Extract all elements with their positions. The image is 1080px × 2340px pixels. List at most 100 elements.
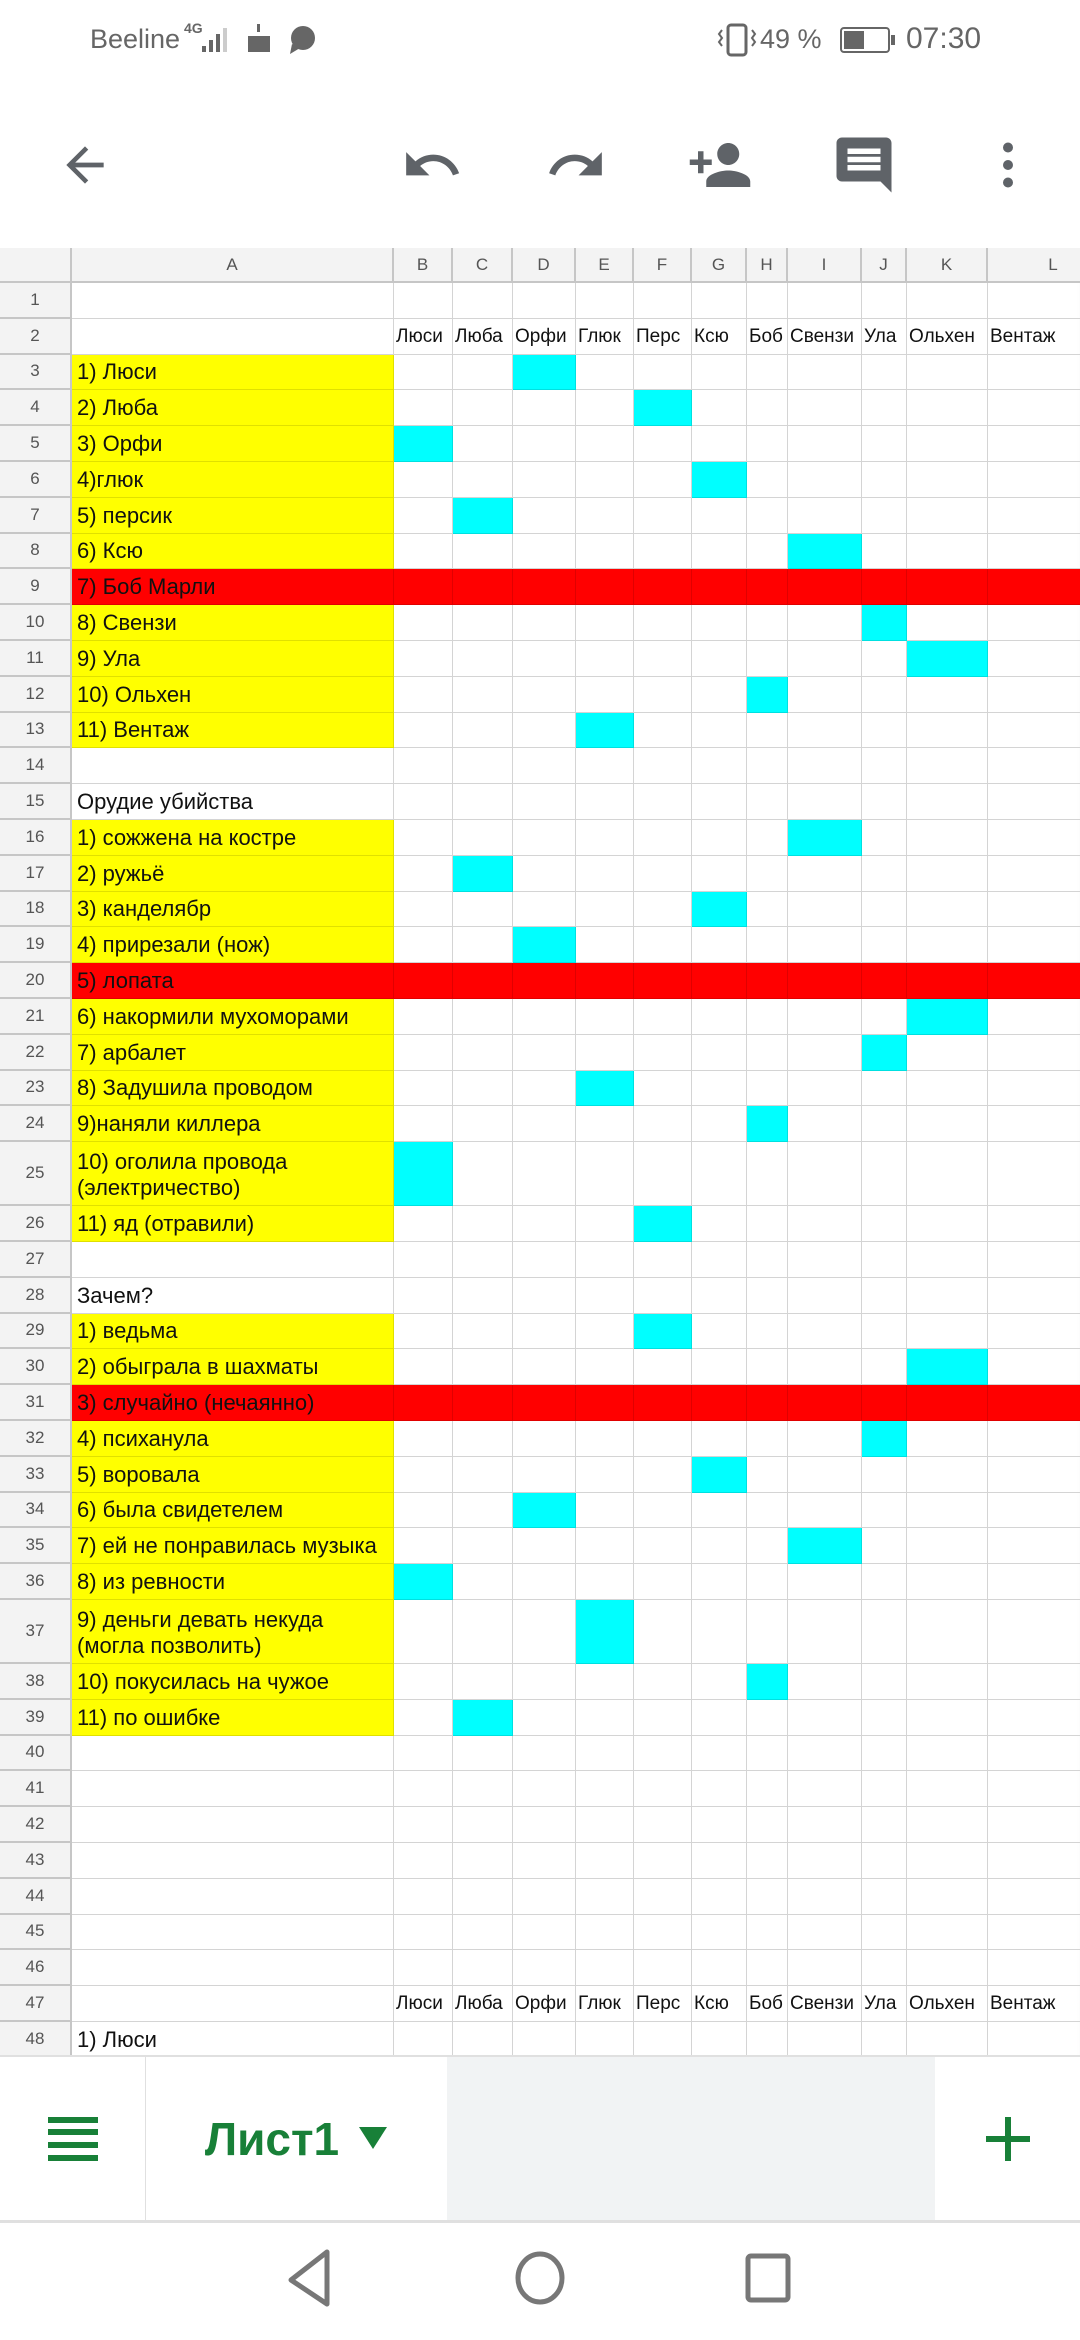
cell-a32[interactable]: 4) психанула [72, 1421, 394, 1457]
cell-h18[interactable] [747, 891, 788, 928]
cell-d36[interactable] [513, 1564, 576, 1600]
cell-g3[interactable] [692, 354, 747, 391]
row-header-7[interactable]: 7 [0, 497, 72, 534]
cell-g45[interactable] [692, 1914, 747, 1951]
cell-j16[interactable] [862, 820, 907, 856]
cell-e41[interactable] [576, 1771, 634, 1808]
cell-i34[interactable] [788, 1492, 862, 1529]
cell-d5[interactable] [513, 426, 576, 462]
cell-a9[interactable]: 7) Боб Марли [72, 569, 394, 606]
cell-a19[interactable]: 4) прирезали (нож) [72, 927, 394, 964]
cell-b13[interactable] [394, 712, 453, 749]
row-header-1[interactable]: 1 [0, 283, 72, 319]
cell-h17[interactable] [747, 855, 788, 892]
cell-d13[interactable] [513, 712, 576, 749]
cell-d39[interactable] [513, 1699, 576, 1736]
cell-k17[interactable] [907, 855, 988, 892]
cell-h11[interactable] [747, 641, 788, 677]
cell-j5[interactable] [862, 426, 907, 462]
cell-i36[interactable] [788, 1564, 862, 1600]
cell-e18[interactable] [576, 891, 634, 928]
marked-cell-e37[interactable] [576, 1600, 634, 1664]
row-header-42[interactable]: 42 [0, 1807, 72, 1843]
column-header-d[interactable]: D [513, 248, 576, 283]
cell-i48[interactable] [788, 2022, 862, 2055]
cell-k27[interactable] [907, 1242, 988, 1278]
row-header-11[interactable]: 11 [0, 641, 72, 677]
cell-f21[interactable] [634, 999, 692, 1035]
marked-cell-h24[interactable] [747, 1106, 788, 1143]
cell-l38[interactable] [988, 1664, 1080, 1700]
row-header-2[interactable]: 2 [0, 318, 72, 355]
cell-j4[interactable] [862, 390, 907, 427]
cell-a36[interactable]: 8) из ревности [72, 1564, 394, 1600]
cell-j44[interactable] [862, 1878, 907, 1915]
cell-l29[interactable] [988, 1314, 1080, 1350]
cell-l2[interactable]: Вентаж [988, 319, 1080, 355]
cell-f28[interactable] [634, 1277, 692, 1314]
cell-a21[interactable]: 6) накормили мухоморами [72, 999, 394, 1035]
cell-i26[interactable] [788, 1206, 862, 1242]
marked-cell-g18[interactable] [692, 891, 747, 928]
cell-a46[interactable] [72, 1950, 394, 1987]
cell-c46[interactable] [453, 1950, 513, 1987]
cell-h48[interactable] [747, 2022, 788, 2055]
cell-h4[interactable] [747, 390, 788, 427]
cell-f43[interactable] [634, 1843, 692, 1879]
cell-j41[interactable] [862, 1771, 907, 1808]
cell-g34[interactable] [692, 1492, 747, 1529]
cell-h8[interactable] [747, 533, 788, 570]
cell-j17[interactable] [862, 855, 907, 892]
row-header-46[interactable]: 46 [0, 1950, 72, 1987]
cell-j36[interactable] [862, 1564, 907, 1600]
cell-d24[interactable] [513, 1106, 576, 1143]
cell-d8[interactable] [513, 533, 576, 570]
cell-b45[interactable] [394, 1914, 453, 1951]
cell-b14[interactable] [394, 748, 453, 785]
cell-h14[interactable] [747, 748, 788, 785]
row-header-26[interactable]: 26 [0, 1206, 72, 1242]
cell-d18[interactable] [513, 891, 576, 928]
cell-a27[interactable] [72, 1242, 394, 1278]
cell-d26[interactable] [513, 1206, 576, 1242]
cell-f36[interactable] [634, 1564, 692, 1600]
cell-g43[interactable] [692, 1843, 747, 1879]
cell-l12[interactable] [988, 677, 1080, 713]
row-header-17[interactable]: 17 [0, 855, 72, 892]
cell-g5[interactable] [692, 426, 747, 462]
cell-h40[interactable] [747, 1735, 788, 1772]
cell-l25[interactable] [988, 1142, 1080, 1207]
cell-f38[interactable] [634, 1664, 692, 1700]
cell-j6[interactable] [862, 462, 907, 498]
cell-f9[interactable] [634, 569, 692, 606]
cell-i38[interactable] [788, 1664, 862, 1700]
cell-i23[interactable] [788, 1070, 862, 1107]
cell-g9[interactable] [692, 569, 747, 606]
cell-l20[interactable] [988, 963, 1080, 999]
column-header-i[interactable]: I [788, 248, 862, 283]
cell-l1[interactable] [988, 283, 1080, 319]
cell-g11[interactable] [692, 641, 747, 677]
cell-e40[interactable] [576, 1735, 634, 1772]
cell-b35[interactable] [394, 1528, 453, 1565]
cell-c40[interactable] [453, 1735, 513, 1772]
cell-i19[interactable] [788, 927, 862, 964]
cell-k28[interactable] [907, 1277, 988, 1314]
cell-j34[interactable] [862, 1492, 907, 1529]
cell-l30[interactable] [988, 1349, 1080, 1386]
cell-l18[interactable] [988, 892, 1080, 928]
cell-e11[interactable] [576, 641, 634, 677]
cell-l3[interactable] [988, 355, 1080, 391]
cell-d17[interactable] [513, 855, 576, 892]
cell-k47[interactable]: Ольхен [907, 1986, 988, 2022]
cell-b27[interactable] [394, 1242, 453, 1278]
row-header-47[interactable]: 47 [0, 1986, 72, 2022]
cell-c23[interactable] [453, 1070, 513, 1107]
cell-b9[interactable] [394, 569, 453, 606]
cell-b12[interactable] [394, 676, 453, 713]
cell-c31[interactable] [453, 1385, 513, 1421]
column-header-l[interactable]: L [988, 248, 1080, 283]
cell-c29[interactable] [453, 1313, 513, 1350]
cell-k18[interactable] [907, 891, 988, 928]
cell-d43[interactable] [513, 1843, 576, 1879]
